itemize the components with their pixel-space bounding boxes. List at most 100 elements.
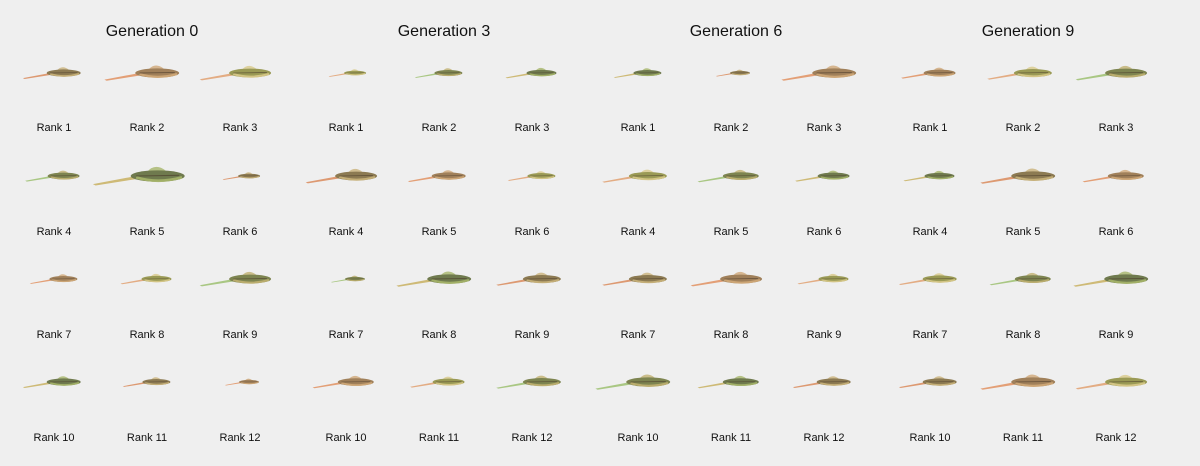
fish-belly (529, 176, 555, 180)
fish-belly (1111, 176, 1143, 181)
panel-title: Generation 6 (690, 23, 783, 40)
fish-stripe (136, 174, 180, 177)
panel-title: Generation 9 (982, 23, 1075, 40)
fish-image (222, 172, 261, 180)
fish-tail (903, 176, 929, 182)
rank-label: Rank 10 (910, 432, 951, 444)
fish-stripe (1015, 175, 1051, 177)
fish-belly (338, 176, 376, 181)
fish-belly (816, 73, 855, 78)
rank-label: Rank 10 (618, 432, 659, 444)
fish-tail (1082, 176, 1114, 183)
fish-belly (49, 73, 80, 77)
fish-image (595, 374, 671, 390)
fish-tail (697, 382, 729, 389)
rank-label: Rank 4 (913, 226, 948, 238)
fish-stripe (1109, 381, 1143, 383)
fish-belly (346, 279, 365, 282)
fish-tail (602, 176, 635, 183)
rank-label: Rank 5 (714, 226, 749, 238)
rank-label: Rank 3 (807, 122, 842, 134)
fish-image (496, 272, 561, 286)
rank-label: Rank 2 (714, 122, 749, 134)
fish-tail (122, 382, 147, 387)
fish-belly (925, 279, 956, 283)
fish-tail (898, 382, 928, 388)
fish-belly (1108, 279, 1147, 284)
fish-tail (29, 279, 54, 284)
rank-label: Rank 6 (807, 226, 842, 238)
fish-belly (926, 73, 955, 77)
rank-label: Rank 9 (515, 329, 550, 341)
fish-image (505, 67, 557, 79)
fish-tail (901, 73, 929, 79)
fish-image (331, 275, 365, 283)
rank-label: Rank 6 (223, 226, 258, 238)
fish-tail (595, 382, 633, 390)
fish-belly (1015, 382, 1054, 387)
fish-image (92, 166, 185, 186)
rank-label: Rank 12 (512, 432, 553, 444)
fish-image (602, 272, 667, 286)
fish-belly (436, 73, 462, 77)
fish-image (122, 377, 171, 387)
fish-belly (144, 382, 170, 386)
fish-tail (396, 279, 434, 287)
fish-tail (792, 382, 822, 388)
fish-tail (328, 73, 348, 77)
fish-belly (927, 176, 954, 180)
rank-label: Rank 12 (804, 432, 845, 444)
fish-belly (632, 279, 666, 284)
fish-stripe (630, 381, 666, 383)
fish-image (407, 170, 466, 182)
rank-label: Rank 4 (37, 226, 72, 238)
fish-stripe (724, 278, 758, 280)
fish-image (22, 376, 81, 388)
rank-label: Rank 2 (1006, 122, 1041, 134)
fish-image (1073, 271, 1149, 287)
fish-belly (341, 382, 373, 387)
fish-belly (819, 382, 850, 386)
fish-belly (1108, 73, 1146, 78)
rank-label: Rank 12 (1096, 432, 1137, 444)
rank-label: Rank 1 (621, 122, 656, 134)
fish-stripe (233, 278, 267, 280)
rank-label: Rank 11 (419, 432, 459, 444)
fish-image (781, 65, 857, 81)
fish-image (989, 272, 1051, 286)
fish-belly (1015, 176, 1054, 181)
fish-tail (507, 176, 532, 181)
fish-tail (989, 279, 1021, 286)
rank-label: Rank 6 (515, 226, 550, 238)
rank-label: Rank 7 (37, 329, 72, 341)
fish-tail (797, 279, 823, 285)
fish-belly (821, 279, 848, 283)
fish-stripe (1109, 72, 1143, 74)
rank-label: Rank 3 (515, 122, 550, 134)
rank-label: Rank 3 (223, 122, 258, 134)
fish-belly (51, 279, 77, 283)
rank-label: Rank 9 (1099, 329, 1134, 341)
fish-belly (135, 176, 183, 183)
fish-image (120, 273, 172, 285)
rank-label: Rank 8 (130, 329, 165, 341)
fish-tail (1075, 382, 1112, 390)
rank-label: Rank 3 (1099, 122, 1134, 134)
fish-tail (92, 176, 139, 186)
panel-title: Generation 3 (398, 23, 491, 40)
fish-tail (222, 176, 242, 180)
rank-label: Rank 9 (223, 329, 258, 341)
fish-image (104, 65, 180, 81)
fish-belly (820, 176, 849, 180)
rank-label: Rank 8 (422, 329, 457, 341)
rank-label: Rank 11 (127, 432, 167, 444)
fish-belly (240, 382, 259, 385)
rank-label: Rank 6 (1099, 226, 1134, 238)
fish-tail (305, 176, 342, 184)
fish-belly (232, 279, 270, 284)
panel-title: Generation 0 (106, 23, 199, 40)
fish-belly (346, 73, 366, 76)
rank-label: Rank 4 (621, 226, 656, 238)
fish-image (22, 67, 81, 79)
